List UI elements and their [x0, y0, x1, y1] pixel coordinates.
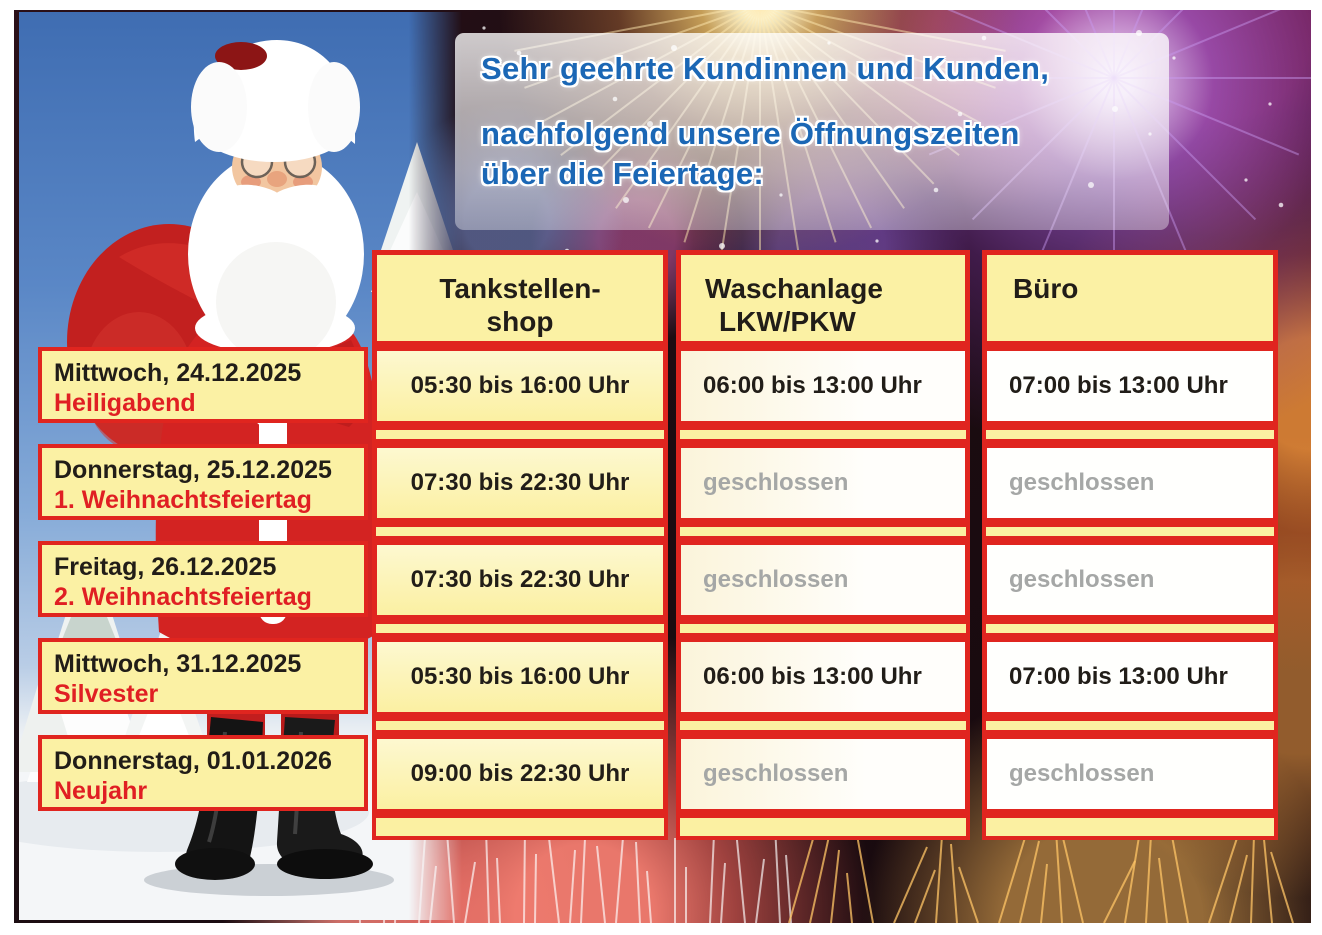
office-hours-cell: 07:00 bis 13:00 Uhr: [982, 346, 1278, 426]
wash-hours-cell: geschlossen: [676, 734, 970, 814]
date-text: Mittwoch, 24.12.2025: [54, 359, 302, 387]
wash-hours-cell: 06:00 bis 13:00 Uhr: [676, 346, 970, 426]
wash-column: Waschanlage LKW/PKW 06:00 bis 13:00 Uhr g…: [676, 250, 970, 840]
wash-hours-cell: 06:00 bis 13:00 Uhr: [676, 637, 970, 717]
shop-hours-cell: 05:30 bis 16:00 Uhr: [372, 346, 668, 426]
row-spacer: [982, 620, 1278, 637]
date-cell: Mittwoch, 24.12.2025 Heiligabend: [38, 347, 368, 423]
column-header-wash: Waschanlage LKW/PKW: [676, 250, 970, 346]
date-cell: Donnerstag, 01.01.2026 Neujahr: [38, 735, 368, 811]
date-text: Freitag, 26.12.2025: [54, 553, 277, 581]
office-column: Büro 07:00 bis 13:00 Uhr geschlossen gesch…: [982, 250, 1278, 840]
shop-hours-cell: 05:30 bis 16:00 Uhr: [372, 637, 668, 717]
row-spacer: [676, 620, 970, 637]
row-spacer: [982, 523, 1278, 540]
office-hours-cell: geschlossen: [982, 734, 1278, 814]
holiday-text: 1. Weihnachtsfeiertag: [54, 486, 312, 514]
holiday-text: Heiligabend: [54, 389, 196, 417]
holiday-text: Neujahr: [54, 777, 148, 805]
santa-nose: [267, 171, 287, 187]
row-spacer: [676, 717, 970, 734]
shop-column: Tankstellen- shop 05:30 bis 16:00 Uhr 07:…: [372, 250, 668, 840]
wash-hours-cell: geschlossen: [676, 540, 970, 620]
intro-line-3: über die Feiertage:: [481, 156, 765, 191]
dates-column: Mittwoch, 24.12.2025 Heiligabend Donnersta…: [38, 250, 368, 840]
column-header-office: Büro: [982, 250, 1278, 346]
row-spacer: [676, 426, 970, 443]
shop-hours-cell: 07:30 bis 22:30 Uhr: [372, 443, 668, 523]
row-spacer: [372, 814, 668, 840]
row-spacer: [982, 814, 1278, 840]
date-cell: Donnerstag, 25.12.2025 1. Weihnachtsfeier…: [38, 444, 368, 520]
wash-hours-cell: geschlossen: [676, 443, 970, 523]
intro-box: Sehr geehrte Kundinnen und Kunden, nachf…: [455, 33, 1169, 230]
row-spacer: [372, 523, 668, 540]
date-cell: Mittwoch, 31.12.2025 Silvester: [38, 638, 368, 714]
holiday-text: 2. Weihnachtsfeiertag: [54, 583, 312, 611]
date-text: Donnerstag, 01.01.2026: [54, 747, 332, 775]
column-header-shop: Tankstellen- shop: [372, 250, 668, 346]
office-hours-cell: geschlossen: [982, 443, 1278, 523]
date-text: Mittwoch, 31.12.2025: [54, 650, 302, 678]
shop-hours-cell: 07:30 bis 22:30 Uhr: [372, 540, 668, 620]
row-spacer: [372, 426, 668, 443]
intro-line-1: Sehr geehrte Kundinnen und Kunden,: [481, 51, 1050, 86]
date-cell: Freitag, 26.12.2025 2. Weihnachtsfeiertag: [38, 541, 368, 617]
intro-line-2: nachfolgend unsere Öffnungszeiten: [481, 116, 1020, 151]
row-spacer: [372, 620, 668, 637]
fireworks-background: Sehr geehrte Kundinnen und Kunden, nachf…: [14, 10, 1311, 923]
opening-hours-table: Mittwoch, 24.12.2025 Heiligabend Donnersta…: [38, 250, 1278, 840]
row-spacer: [676, 523, 970, 540]
row-spacer: [982, 426, 1278, 443]
date-text: Donnerstag, 25.12.2025: [54, 456, 332, 484]
holiday-text: Silvester: [54, 680, 159, 708]
row-spacer: [676, 814, 970, 840]
office-hours-cell: 07:00 bis 13:00 Uhr: [982, 637, 1278, 717]
shop-hours-cell: 09:00 bis 22:30 Uhr: [372, 734, 668, 814]
office-hours-cell: geschlossen: [982, 540, 1278, 620]
row-spacer: [372, 717, 668, 734]
row-spacer: [982, 717, 1278, 734]
